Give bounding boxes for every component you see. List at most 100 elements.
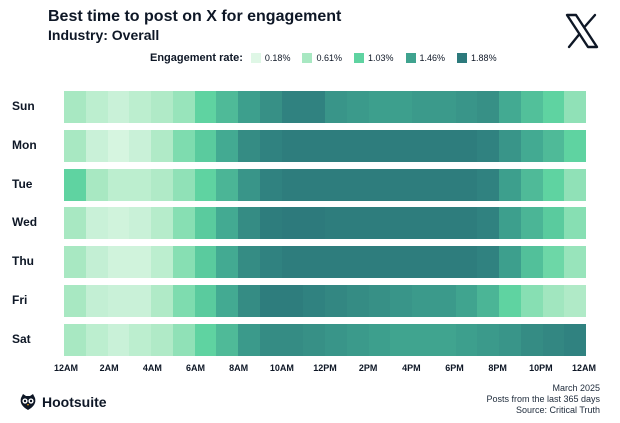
heatmap-cell	[194, 285, 217, 317]
heatmap-cell	[172, 91, 195, 123]
legend-label: 1.46%	[419, 53, 446, 63]
day-label: Sun	[12, 99, 35, 113]
heatmap-cell	[172, 168, 195, 201]
heatmap-cell	[520, 246, 543, 279]
owl-logo-icon	[20, 394, 36, 410]
heatmap-cell	[368, 91, 391, 123]
heatmap-cell	[368, 246, 391, 279]
heatmap-cell	[238, 285, 260, 317]
heatmap-cell	[303, 207, 325, 240]
heatmap-cell	[172, 246, 195, 279]
heatmap-cell	[238, 246, 260, 279]
legend-item: 0.18%	[250, 53, 290, 63]
heatmap-cell	[303, 323, 325, 356]
heatmap-cell	[433, 323, 456, 356]
legend-item: 1.88%	[457, 53, 497, 63]
heatmap-cell	[477, 246, 499, 279]
heatmap-cell	[499, 91, 521, 123]
heatmap-cell	[107, 207, 130, 240]
heatmap-cell	[368, 285, 391, 317]
heatmap-cell	[412, 207, 434, 240]
heatmap-cell	[477, 91, 499, 123]
legend-label: 0.61%	[316, 53, 342, 63]
heatmap-cell	[542, 129, 565, 162]
x-tick-label: 4PM	[402, 363, 421, 373]
heatmap-cell	[477, 129, 499, 162]
heatmap-cell	[477, 207, 499, 240]
heatmap-cell	[64, 285, 86, 317]
heatmap-cell	[194, 91, 217, 123]
heatmap-cell	[346, 323, 369, 356]
heatmap-cell	[433, 207, 456, 240]
heatmap-cell	[520, 91, 543, 123]
heatmap-cell	[412, 285, 434, 317]
heatmap-cell	[107, 246, 130, 279]
footnote: March 2025 Posts from the last 365 days …	[486, 383, 600, 416]
x-tick-label: 6PM	[445, 363, 464, 373]
heatmap-cell	[346, 91, 369, 123]
brand: Hootsuite	[18, 392, 107, 412]
heatmap-cell	[194, 323, 217, 356]
heatmap-cell	[433, 91, 456, 123]
heatmap-row	[64, 168, 586, 201]
heatmap-cell	[368, 207, 391, 240]
legend-label: 1.88%	[471, 53, 497, 63]
heatmap-cell	[412, 91, 434, 123]
legend-item: 1.46%	[405, 53, 446, 63]
x-logo-icon	[565, 13, 599, 49]
heatmap-cell	[390, 91, 412, 123]
heatmap-cell	[64, 129, 86, 162]
heatmap-cell	[151, 246, 173, 279]
heatmap-cell	[151, 129, 173, 162]
heatmap-cell	[455, 207, 478, 240]
heatmap-cell	[455, 168, 478, 201]
heatmap-cell	[281, 129, 304, 162]
brand-name: Hootsuite	[42, 394, 107, 410]
heatmap-cell	[129, 246, 151, 279]
heatmap-cell	[107, 285, 130, 317]
legend-swatch	[250, 53, 261, 63]
heatmap-cell	[564, 323, 586, 356]
footnote-date: March 2025	[552, 383, 600, 393]
heatmap-cell	[412, 129, 434, 162]
heatmap-cell	[303, 285, 325, 317]
heatmap-row	[64, 207, 586, 240]
heatmap-cell	[390, 129, 412, 162]
heatmap-cell	[520, 323, 543, 356]
x-tick-label: 8PM	[488, 363, 507, 373]
heatmap-cell	[455, 129, 478, 162]
heatmap-cell	[520, 129, 543, 162]
heatmap-row	[64, 246, 586, 279]
legend-item: 0.61%	[302, 53, 342, 63]
heatmap-cell	[390, 168, 412, 201]
x-tick-label: 8AM	[229, 363, 249, 373]
heatmap-cell	[85, 168, 108, 201]
x-tick-label: 10PM	[529, 363, 553, 373]
heatmap-cell	[151, 207, 173, 240]
x-tick-label: 10AM	[269, 363, 294, 373]
day-label: Tue	[12, 176, 33, 191]
heatmap-cell	[542, 207, 565, 240]
heatmap-cell	[172, 323, 195, 356]
x-tick-label: 12PM	[313, 363, 337, 373]
heatmap-cell	[346, 129, 369, 162]
heatmap-cell	[325, 285, 347, 317]
heatmap-cell	[216, 207, 238, 240]
heatmap-cell	[433, 168, 456, 201]
heatmap-cell	[259, 285, 282, 317]
heatmap-cell	[259, 91, 282, 123]
heatmap-cell	[390, 323, 412, 356]
heatmap-cell	[151, 285, 173, 317]
heatmap-cell	[520, 207, 543, 240]
legend-item: 1.03%	[353, 53, 394, 63]
legend: Engagement rate: 0.18% 0.61% 1.03% 1.46% 1.8…	[150, 51, 509, 65]
heatmap-cell	[238, 129, 260, 162]
heatmap-cell	[346, 207, 369, 240]
heatmap-cell	[499, 207, 521, 240]
heatmap-cell	[172, 129, 195, 162]
heatmap-cell	[477, 168, 499, 201]
heatmap-cell	[238, 91, 260, 123]
heatmap-cell	[172, 285, 195, 317]
heatmap-cell	[542, 285, 565, 317]
heatmap-cell	[85, 323, 108, 356]
